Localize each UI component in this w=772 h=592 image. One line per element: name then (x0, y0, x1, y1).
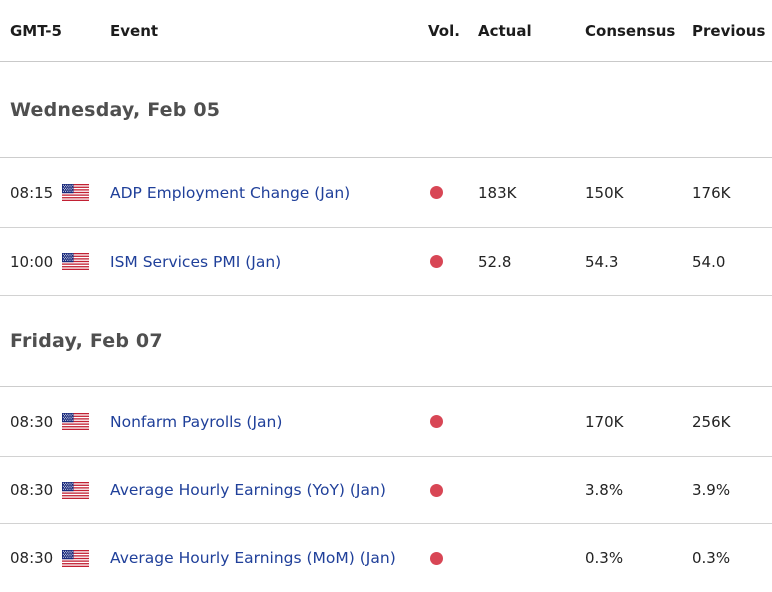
event-row: 08:30 Average Hourly Earnings (MoM) (Jan… (0, 524, 772, 592)
volatility-cell (428, 255, 478, 268)
previous-cell: 3.9% (692, 481, 772, 499)
time-cell: 08:15 (0, 184, 62, 202)
high-volatility-dot-icon (430, 186, 443, 199)
high-volatility-dot-icon (430, 484, 443, 497)
event-link[interactable]: ADP Employment Change (Jan) (110, 184, 350, 202)
table-header-row: GMT-5 Event Vol. Actual Consensus Previo… (0, 0, 772, 62)
section-date-label: Friday, Feb 07 (0, 330, 163, 352)
event-link[interactable]: Average Hourly Earnings (MoM) (Jan) (110, 549, 396, 567)
us-flag-icon (62, 413, 89, 430)
consensus-cell: 170K (585, 413, 692, 431)
us-flag-icon (62, 253, 89, 270)
high-volatility-dot-icon (430, 552, 443, 565)
time-cell: 08:30 (0, 549, 62, 567)
column-header-vol: Vol. (428, 22, 478, 40)
volatility-cell (428, 552, 478, 565)
section-date-label: Wednesday, Feb 05 (0, 99, 220, 121)
high-volatility-dot-icon (430, 415, 443, 428)
time-cell: 10:00 (0, 253, 62, 271)
flag-cell (62, 550, 110, 567)
previous-cell: 54.0 (692, 253, 772, 271)
economic-calendar-table: GMT-5 Event Vol. Actual Consensus Previo… (0, 0, 772, 592)
us-flag-icon (62, 184, 89, 201)
volatility-cell (428, 186, 478, 199)
flag-cell (62, 184, 110, 201)
event-row: 10:00 ISM Services PMI (Jan) 52.8 54.3 5… (0, 228, 772, 296)
section-header-wednesday: Wednesday, Feb 05 (0, 62, 772, 158)
column-header-consensus: Consensus (585, 22, 692, 40)
section-header-friday: Friday, Feb 07 (0, 296, 772, 387)
previous-cell: 0.3% (692, 549, 772, 567)
event-link[interactable]: ISM Services PMI (Jan) (110, 253, 281, 271)
actual-cell: 183K (478, 184, 585, 202)
time-cell: 08:30 (0, 413, 62, 431)
flag-cell (62, 482, 110, 499)
column-header-gmt: GMT-5 (0, 22, 110, 40)
consensus-cell: 150K (585, 184, 692, 202)
event-link[interactable]: Average Hourly Earnings (YoY) (Jan) (110, 481, 386, 499)
flag-cell (62, 253, 110, 270)
us-flag-icon (62, 482, 89, 499)
volatility-cell (428, 415, 478, 428)
consensus-cell: 0.3% (585, 549, 692, 567)
time-cell: 08:30 (0, 481, 62, 499)
previous-cell: 176K (692, 184, 772, 202)
high-volatility-dot-icon (430, 255, 443, 268)
event-row: 08:30 Nonfarm Payrolls (Jan) 170K 256K (0, 387, 772, 457)
consensus-cell: 54.3 (585, 253, 692, 271)
event-row: 08:30 Average Hourly Earnings (YoY) (Jan… (0, 457, 772, 524)
volatility-cell (428, 484, 478, 497)
us-flag-icon (62, 550, 89, 567)
event-row: 08:15 ADP Employment Change (Jan) 183K 1… (0, 158, 772, 228)
consensus-cell: 3.8% (585, 481, 692, 499)
event-link[interactable]: Nonfarm Payrolls (Jan) (110, 413, 282, 431)
previous-cell: 256K (692, 413, 772, 431)
column-header-previous: Previous (692, 22, 772, 40)
actual-cell: 52.8 (478, 253, 585, 271)
column-header-event: Event (110, 22, 428, 40)
flag-cell (62, 413, 110, 430)
column-header-actual: Actual (478, 22, 585, 40)
